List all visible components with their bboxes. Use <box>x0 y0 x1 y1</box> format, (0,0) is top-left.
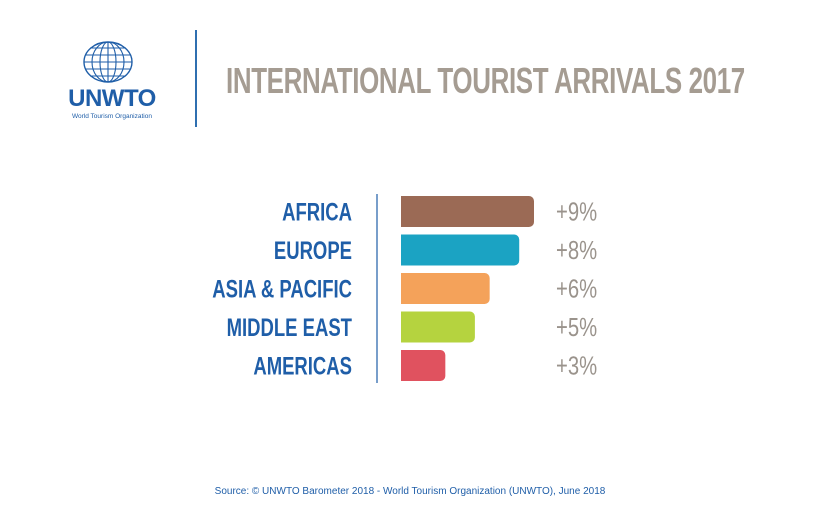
header: UNWTO World Tourism Organization INTERNA… <box>0 0 820 140</box>
bar-chart: AFRICA +9% EUROPE +8% ASIA & PACIFIC +6% MIDDL… <box>212 194 597 383</box>
bar-base <box>401 196 409 227</box>
value-label: +5% <box>556 313 597 342</box>
unwto-logo: UNWTO World Tourism Organization <box>56 40 166 120</box>
header-divider <box>195 30 197 127</box>
category-label: MIDDLE EAST <box>227 313 353 341</box>
logo-subtitle: World Tourism Organization <box>72 113 152 120</box>
bar <box>401 196 534 227</box>
globe-icon <box>83 41 133 83</box>
bar <box>401 350 446 381</box>
value-label: +3% <box>556 351 597 380</box>
bar <box>401 311 475 343</box>
bar-base <box>401 350 409 381</box>
bar <box>401 234 520 266</box>
title-text: INTERNATIONAL TOURIST ARRIVALS <box>226 60 682 101</box>
bar-base <box>401 273 409 304</box>
bar-base <box>401 311 409 343</box>
category-label: ASIA & PACIFIC <box>212 275 352 303</box>
category-label: AMERICAS <box>253 352 352 380</box>
category-label: EUROPE <box>274 236 352 264</box>
value-label: +8% <box>556 236 597 265</box>
page-title: INTERNATIONAL TOURIST ARRIVALS 2017 <box>226 60 745 102</box>
value-label: +6% <box>556 274 597 303</box>
logo-wordmark: UNWTO <box>68 85 156 112</box>
source-note: Source: © UNWTO Barometer 2018 - World T… <box>214 486 606 497</box>
category-label: AFRICA <box>282 198 352 226</box>
value-label: +9% <box>556 197 597 226</box>
bar-base <box>401 234 409 266</box>
title-year: 2017 <box>688 60 746 101</box>
bar <box>401 273 490 304</box>
